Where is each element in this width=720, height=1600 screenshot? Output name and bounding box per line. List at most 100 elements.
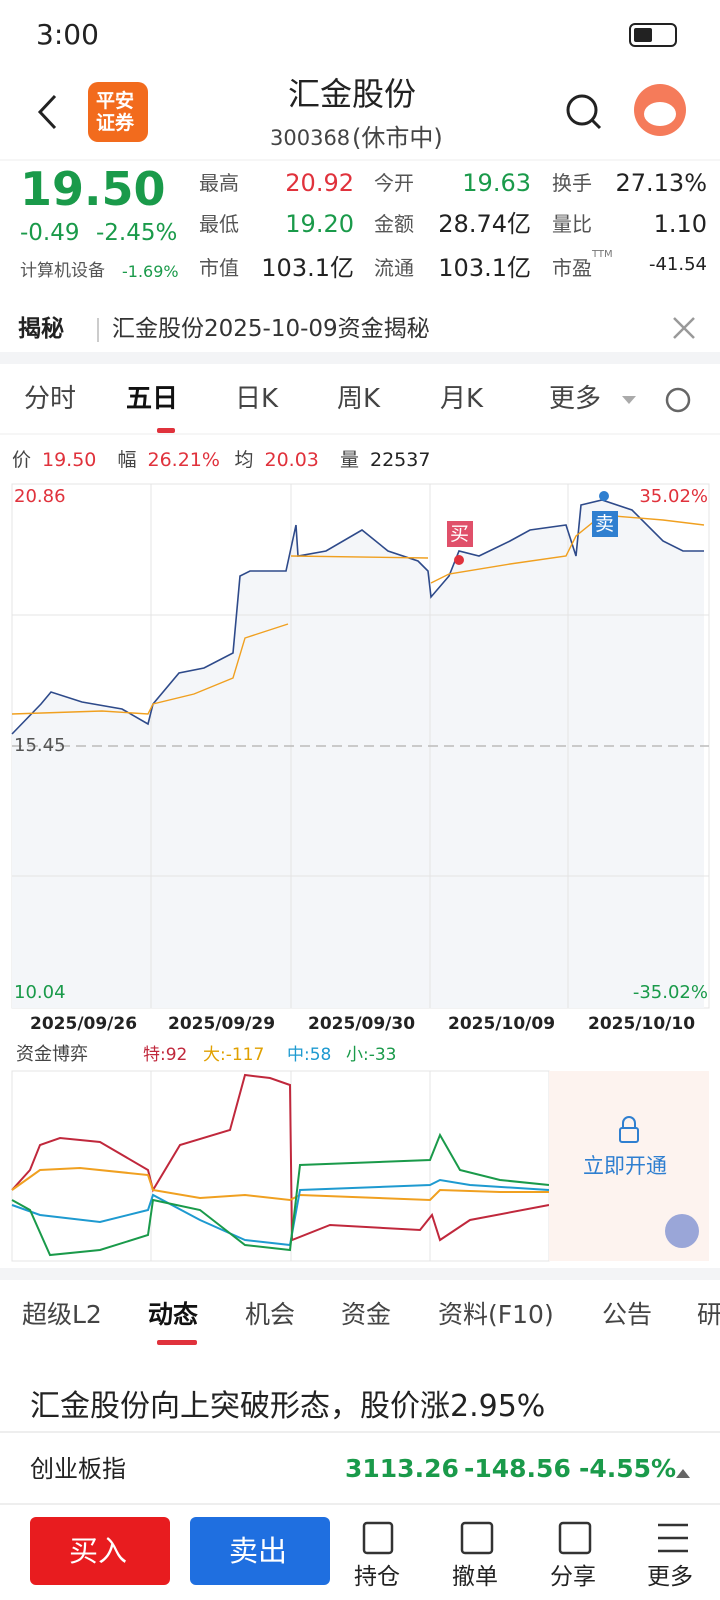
tab-indicator (157, 428, 175, 433)
index-change-pct: -4.55% (579, 1454, 677, 1483)
fund-item: 中:58 (287, 1045, 332, 1065)
buy-point (454, 555, 464, 565)
index-name: 创业板指 (30, 1455, 126, 1483)
price-area (12, 500, 704, 1008)
sell-point (599, 491, 609, 501)
settings-icon[interactable] (665, 387, 691, 413)
fund-line-medium (11, 1178, 550, 1247)
tool-label[interactable]: 更多 (647, 1564, 693, 1590)
stat-label: 换手 (552, 171, 592, 195)
info-tab[interactable]: 机会 (245, 1300, 296, 1329)
sell-button[interactable] (190, 1517, 330, 1585)
sell-label[interactable]: 卖出 (229, 1534, 288, 1568)
back-icon[interactable] (37, 94, 57, 130)
stat-label: 最高 (199, 171, 239, 195)
date-label: 2025/10/10 (588, 1014, 696, 1034)
fund-line-large (11, 1166, 549, 1202)
stat-value: 19.20 (285, 210, 354, 238)
chart-low-pct: -35.02% (632, 982, 708, 1003)
info-label: 幅 (117, 449, 137, 471)
tab-indicator (157, 1340, 197, 1345)
chart-base: 15.45 (14, 735, 66, 756)
fund-item: 小:-33 (346, 1045, 397, 1065)
stat-label: 市值 (199, 256, 239, 280)
logo-text: 平安 (96, 90, 135, 112)
logo (88, 82, 148, 142)
date-label: 2025/10/09 (448, 1014, 556, 1034)
expand-icon[interactable] (665, 1214, 699, 1248)
chart-tab[interactable]: 日K (235, 384, 279, 414)
lock-icon (619, 1127, 639, 1143)
search-icon[interactable] (566, 94, 598, 126)
sell-tag-bg (592, 511, 618, 537)
fund-item: 大:-117 (203, 1045, 265, 1065)
chart-low: 10.04 (14, 982, 66, 1003)
avg-line (430, 514, 705, 584)
stat-label: 今开 (374, 171, 414, 195)
banner-text[interactable]: 汇金股份2025-10-09资金揭秘 (112, 316, 430, 342)
stat-label: 最低 (199, 212, 239, 236)
stat-label: 量比 (552, 212, 592, 236)
chart-tab[interactable]: 分时 (24, 384, 77, 414)
fund-title: 资金博弈 (16, 1044, 88, 1065)
stat-sup: TTM (592, 249, 613, 260)
tool-label[interactable]: 持仓 (354, 1564, 400, 1590)
info-value: 20.03 (264, 449, 319, 471)
market-status: (休市中) (352, 124, 443, 152)
change: -0.49 (20, 220, 80, 246)
fund-line-small (11, 1132, 550, 1257)
index-value: 3113.26 (345, 1454, 459, 1483)
stat-label: 金额 (374, 212, 414, 236)
stat-value: 19.63 (462, 169, 531, 197)
stat-label: 流通 (374, 256, 414, 280)
info-tab[interactable]: 研 (697, 1300, 720, 1329)
tool-label[interactable]: 撤单 (452, 1564, 498, 1590)
separator (0, 352, 720, 364)
info-value: 22537 (370, 449, 431, 471)
tool-icons (362, 1521, 688, 1555)
stat-value: 103.1亿 (438, 254, 531, 282)
tool-label[interactable]: 分享 (550, 1564, 596, 1590)
stat-value: -41.54 (648, 254, 707, 275)
banner-tag: 揭秘 (18, 316, 64, 342)
chart-tab[interactable]: 五日 (126, 384, 179, 414)
stat-value: 28.74亿 (438, 210, 531, 238)
search-handle (590, 118, 602, 130)
chart-tab[interactable]: 更多 (549, 384, 602, 414)
chart-high: 20.86 (14, 486, 66, 507)
logo-text: 证券 (96, 112, 135, 134)
info-tab[interactable]: 动态 (148, 1300, 199, 1329)
info-value: 19.50 (42, 449, 97, 471)
unlock-text[interactable]: 立即开通 (583, 1154, 667, 1178)
chart-tab[interactable]: 月K (440, 384, 484, 414)
ticker-caret (676, 1469, 690, 1478)
chart-tab[interactable]: 周K (337, 384, 381, 414)
avg-line (11, 623, 289, 715)
info-tab[interactable]: 超级L2 (22, 1300, 102, 1329)
stock-name: 汇金股份 (288, 75, 417, 113)
stat-value: 103.1亿 (261, 254, 354, 282)
buy-tag: 买 (450, 523, 470, 545)
info-tab[interactable]: 资金 (341, 1300, 392, 1329)
close-icon[interactable] (673, 317, 695, 339)
buy-button[interactable] (30, 1517, 170, 1585)
stat-value: 27.13% (615, 169, 707, 197)
stat-label: 市盈 (552, 256, 592, 280)
fund-item: 特:92 (143, 1045, 188, 1065)
info-tab[interactable]: 公告 (602, 1300, 653, 1329)
battery (629, 23, 677, 47)
info-label: 价 (12, 449, 32, 471)
chart-high-pct: 35.02% (639, 486, 708, 507)
clock: 3:00 (36, 18, 99, 51)
avatar-face (644, 102, 676, 126)
buy-label[interactable]: 买入 (69, 1534, 128, 1568)
index-change: -148.56 (464, 1454, 571, 1483)
news-headline[interactable]: 汇金股份向上突破形态，股价涨2.95% (30, 1389, 546, 1424)
avg-line (290, 555, 429, 559)
more-caret (622, 396, 636, 404)
info-tab[interactable]: 资料(F10) (438, 1300, 554, 1329)
price-line (11, 499, 704, 735)
sector-pct: -1.69% (122, 262, 179, 281)
